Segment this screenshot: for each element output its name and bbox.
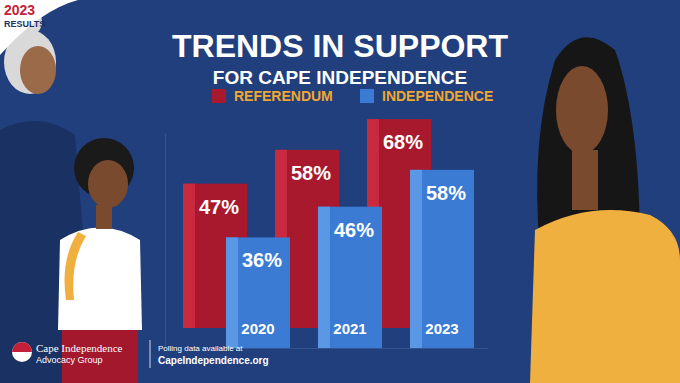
tick: 2020 xyxy=(241,320,274,348)
background xyxy=(0,0,680,383)
logo-top xyxy=(12,342,32,352)
tick-label: 2023 xyxy=(425,320,458,337)
chart: 2023RESULTSTRENDS IN SUPPORTFOR CAPE IND… xyxy=(0,0,680,383)
badge xyxy=(0,0,78,55)
data-label: 36% xyxy=(242,249,282,271)
child-strap xyxy=(65,232,87,300)
bar-side xyxy=(318,207,330,348)
illustration xyxy=(0,8,680,383)
legend-swatch xyxy=(212,89,226,103)
bar xyxy=(318,207,382,348)
plot-area xyxy=(183,119,474,348)
logo xyxy=(12,342,32,362)
footer-text: Polling data available at xyxy=(158,344,243,353)
footer: Cape IndependenceAdvocacy Group Polling d… xyxy=(12,340,269,368)
separator xyxy=(150,340,151,368)
x-axis: 2020 2021 2023 xyxy=(213,320,489,349)
footer-text: Cape Independence xyxy=(36,342,123,354)
bar xyxy=(226,237,290,348)
y-axis-line xyxy=(165,134,166,349)
y-axis xyxy=(165,134,166,349)
woman-face xyxy=(556,66,608,154)
child-shirt xyxy=(58,228,142,331)
footer-text: CapeIndependence.org xyxy=(158,355,269,366)
child-neck xyxy=(96,205,112,229)
legend-item: REFERENDUM xyxy=(212,88,333,104)
child-face xyxy=(88,160,128,208)
legend-label: INDEPENDENCE xyxy=(382,88,493,104)
woman-neck xyxy=(572,150,598,210)
footer-text: Advocacy Group xyxy=(36,355,103,365)
series-0 xyxy=(183,119,431,328)
tick: 2021 xyxy=(333,320,366,348)
tick: 2023 xyxy=(425,320,458,348)
tick-label: 2020 xyxy=(241,320,274,337)
legend-item: INDEPENDENCE xyxy=(360,88,493,104)
data-label: 47% xyxy=(199,196,239,218)
data-label: 58% xyxy=(291,162,331,184)
bar xyxy=(410,170,474,348)
data-label: 58% xyxy=(426,182,466,204)
child-pants xyxy=(62,325,138,383)
subtitle: FOR CAPE INDEPENDENCE xyxy=(213,67,467,88)
badge-text: RESULTS xyxy=(4,19,45,29)
bar-side xyxy=(226,237,238,348)
data-label: 68% xyxy=(383,131,423,153)
legend-label: REFERENDUM xyxy=(234,88,333,104)
x-axis-line xyxy=(213,348,489,349)
bar-side xyxy=(410,170,422,348)
series-1 xyxy=(226,170,474,348)
legend-swatch xyxy=(360,89,374,103)
badge-text: 2023 xyxy=(4,2,35,18)
tick-label: 2021 xyxy=(333,320,366,337)
data-label: 46% xyxy=(334,219,374,241)
woman-shirt xyxy=(530,210,680,383)
title: TRENDS IN SUPPORT xyxy=(172,28,508,64)
bar-side xyxy=(183,184,195,328)
elder-face xyxy=(20,46,56,94)
